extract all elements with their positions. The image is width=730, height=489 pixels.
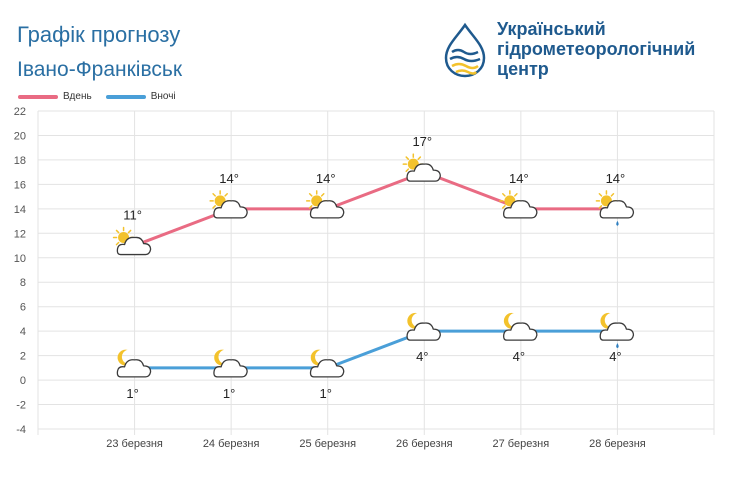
moon-cloud-icon <box>406 312 441 341</box>
y-tick-label: 14 <box>14 204 26 216</box>
sun-cloud-icon <box>305 190 345 219</box>
data-label-night: 4° <box>609 349 621 364</box>
chart-title: Графік прогнозу <box>17 22 181 47</box>
x-tick-label: 28 березня <box>589 438 646 450</box>
y-tick-label: 18 <box>14 155 26 167</box>
data-label-night: 1° <box>223 386 235 401</box>
y-tick-label: 2 <box>20 351 26 363</box>
chart-legend: Вдень Вночі <box>18 91 190 102</box>
org-line-3: центр <box>497 59 549 79</box>
y-tick-label: 10 <box>14 253 26 265</box>
data-label-night: 4° <box>416 349 428 364</box>
sun-cloud-icon <box>499 190 538 219</box>
legend-label-day: Вдень <box>63 91 92 102</box>
org-line-2: гідрометеорологічний <box>497 39 696 59</box>
moon-rain-cloud-icon <box>599 312 635 349</box>
ukrhydromet-logo <box>444 22 486 78</box>
moon-cloud-icon <box>503 312 538 341</box>
city-name: Івано-Франківськ <box>17 58 183 81</box>
data-label-day: 17° <box>412 134 432 149</box>
moon-cloud-icon <box>309 349 345 378</box>
x-tick-label: 24 березня <box>203 438 260 450</box>
data-label-night: 1° <box>319 386 331 401</box>
legend-item-day[interactable]: Вдень <box>18 91 92 102</box>
series-line-night <box>134 329 618 370</box>
y-tick-label: 16 <box>14 179 26 191</box>
y-tick-label: -4 <box>16 424 26 436</box>
legend-swatch-night <box>105 94 146 99</box>
data-label-day: 14° <box>606 171 626 186</box>
org-line-1: Український <box>497 19 606 39</box>
x-tick-label: 26 березня <box>396 438 453 450</box>
y-tick-label: 12 <box>14 228 26 240</box>
y-tick-label: 20 <box>14 130 26 142</box>
moon-cloud-icon <box>116 349 152 378</box>
data-label-day: 14° <box>219 171 239 186</box>
data-label-day: 14° <box>509 171 529 186</box>
legend-item-night[interactable]: Вночі <box>105 91 176 102</box>
sun-cloud-icon <box>402 153 441 182</box>
x-tick-label: 27 березня <box>493 438 550 450</box>
sun-cloud-icon <box>112 226 152 256</box>
y-tick-label: 8 <box>20 277 26 289</box>
data-label-day: 14° <box>316 171 336 186</box>
y-tick-label: 0 <box>20 375 26 387</box>
moon-cloud-icon <box>213 349 248 378</box>
data-label-night: 1° <box>126 386 138 401</box>
legend-label-night: Вночі <box>150 91 176 102</box>
sun-cloud-icon <box>209 190 248 219</box>
organization-name: Український гідрометеорологічний центр <box>497 19 695 79</box>
sun-rain-cloud-icon <box>595 190 635 226</box>
y-tick-label: -2 <box>16 400 26 412</box>
y-tick-label: 4 <box>20 326 26 338</box>
y-tick-label: 22 <box>14 106 26 118</box>
legend-swatch-day <box>18 94 58 99</box>
data-label-night: 4° <box>513 349 525 364</box>
data-label-day: 11° <box>123 208 142 223</box>
y-tick-label: 6 <box>20 302 26 314</box>
x-tick-label: 25 березня <box>299 438 356 450</box>
x-tick-label: 23 березня <box>106 438 163 450</box>
